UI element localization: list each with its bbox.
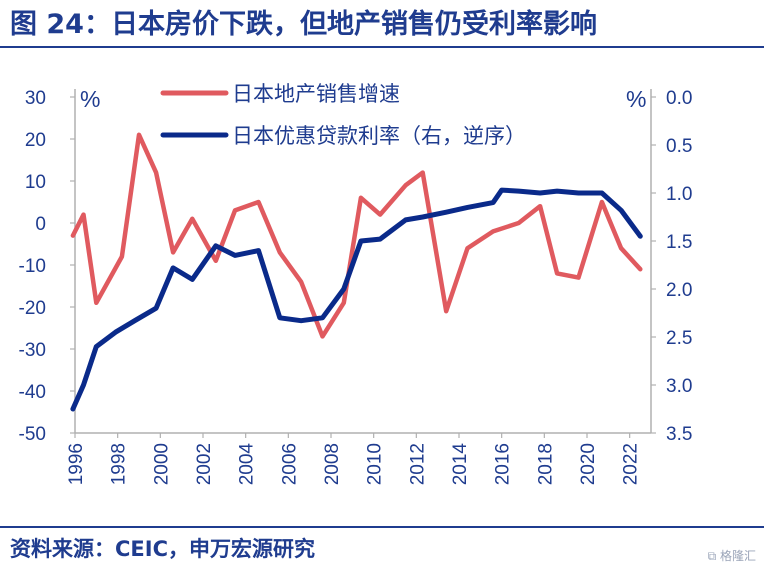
x-tick-label: 2000 [151,443,172,485]
left-tick-label: 10 [25,172,46,193]
x-tick-label: 1996 [66,443,87,485]
x-tick-label: 1998 [109,443,130,485]
x-tick-label: 2002 [194,443,215,485]
right-tick-label: 3.0 [666,376,692,397]
chart-title: 图 24：日本房价下跌，但地产销售仍受利率影响 [10,9,597,40]
left-tick-label: -10 [19,256,46,277]
x-tick-label: 2018 [535,443,556,485]
x-tick-label: 2004 [237,443,258,486]
left-tick-label: 0 [35,214,46,235]
right-tick-label: 0.5 [666,136,692,157]
x-tick-label: 2016 [493,443,514,485]
source-note: 资料来源：CEIC，申万宏源研究 [10,537,315,561]
x-tick-label: 2014 [450,443,471,486]
title-divider [0,46,764,48]
left-tick-label: 30 [25,88,46,109]
legend-label-2: 日本优惠贷款利率（右，逆序） [232,124,526,148]
sales-series-line [70,132,643,339]
x-tick-label: 2008 [322,443,343,485]
right-tick-label: 1.0 [666,184,692,205]
x-tick-label: 2010 [365,443,386,485]
x-tick-label: 2022 [621,443,642,485]
right-tick-label: 1.5 [666,232,692,253]
x-tick-label: 2006 [279,443,300,485]
right-tick-label: 3.5 [666,424,692,445]
right-tick-label: 2.0 [666,280,692,301]
left-tick-label: -50 [19,424,46,445]
footer-divider [0,526,764,528]
left-tick-label: 20 [25,130,46,151]
right-axis-unit: % [626,86,646,112]
watermark-logo: ⧉ 格隆汇 [708,547,756,564]
right-tick-label: 2.5 [666,328,692,349]
right-tick-label: 0.0 [666,88,692,109]
rate-series-line [70,187,643,412]
watermark-text: 格隆汇 [719,549,756,563]
left-tick-label: -20 [19,298,46,319]
left-tick-label: -30 [19,340,46,361]
left-tick-label: -40 [19,382,46,403]
watermark-icon: ⧉ [707,549,717,563]
x-tick-label: 2012 [407,443,428,485]
x-tick-label: 2020 [578,443,599,485]
legend-label-1: 日本地产销售增速 [232,82,400,106]
left-axis-unit: % [80,86,100,112]
chart-area: 3020100-10-20-30-40-500.00.51.01.52.02.5… [19,82,693,486]
